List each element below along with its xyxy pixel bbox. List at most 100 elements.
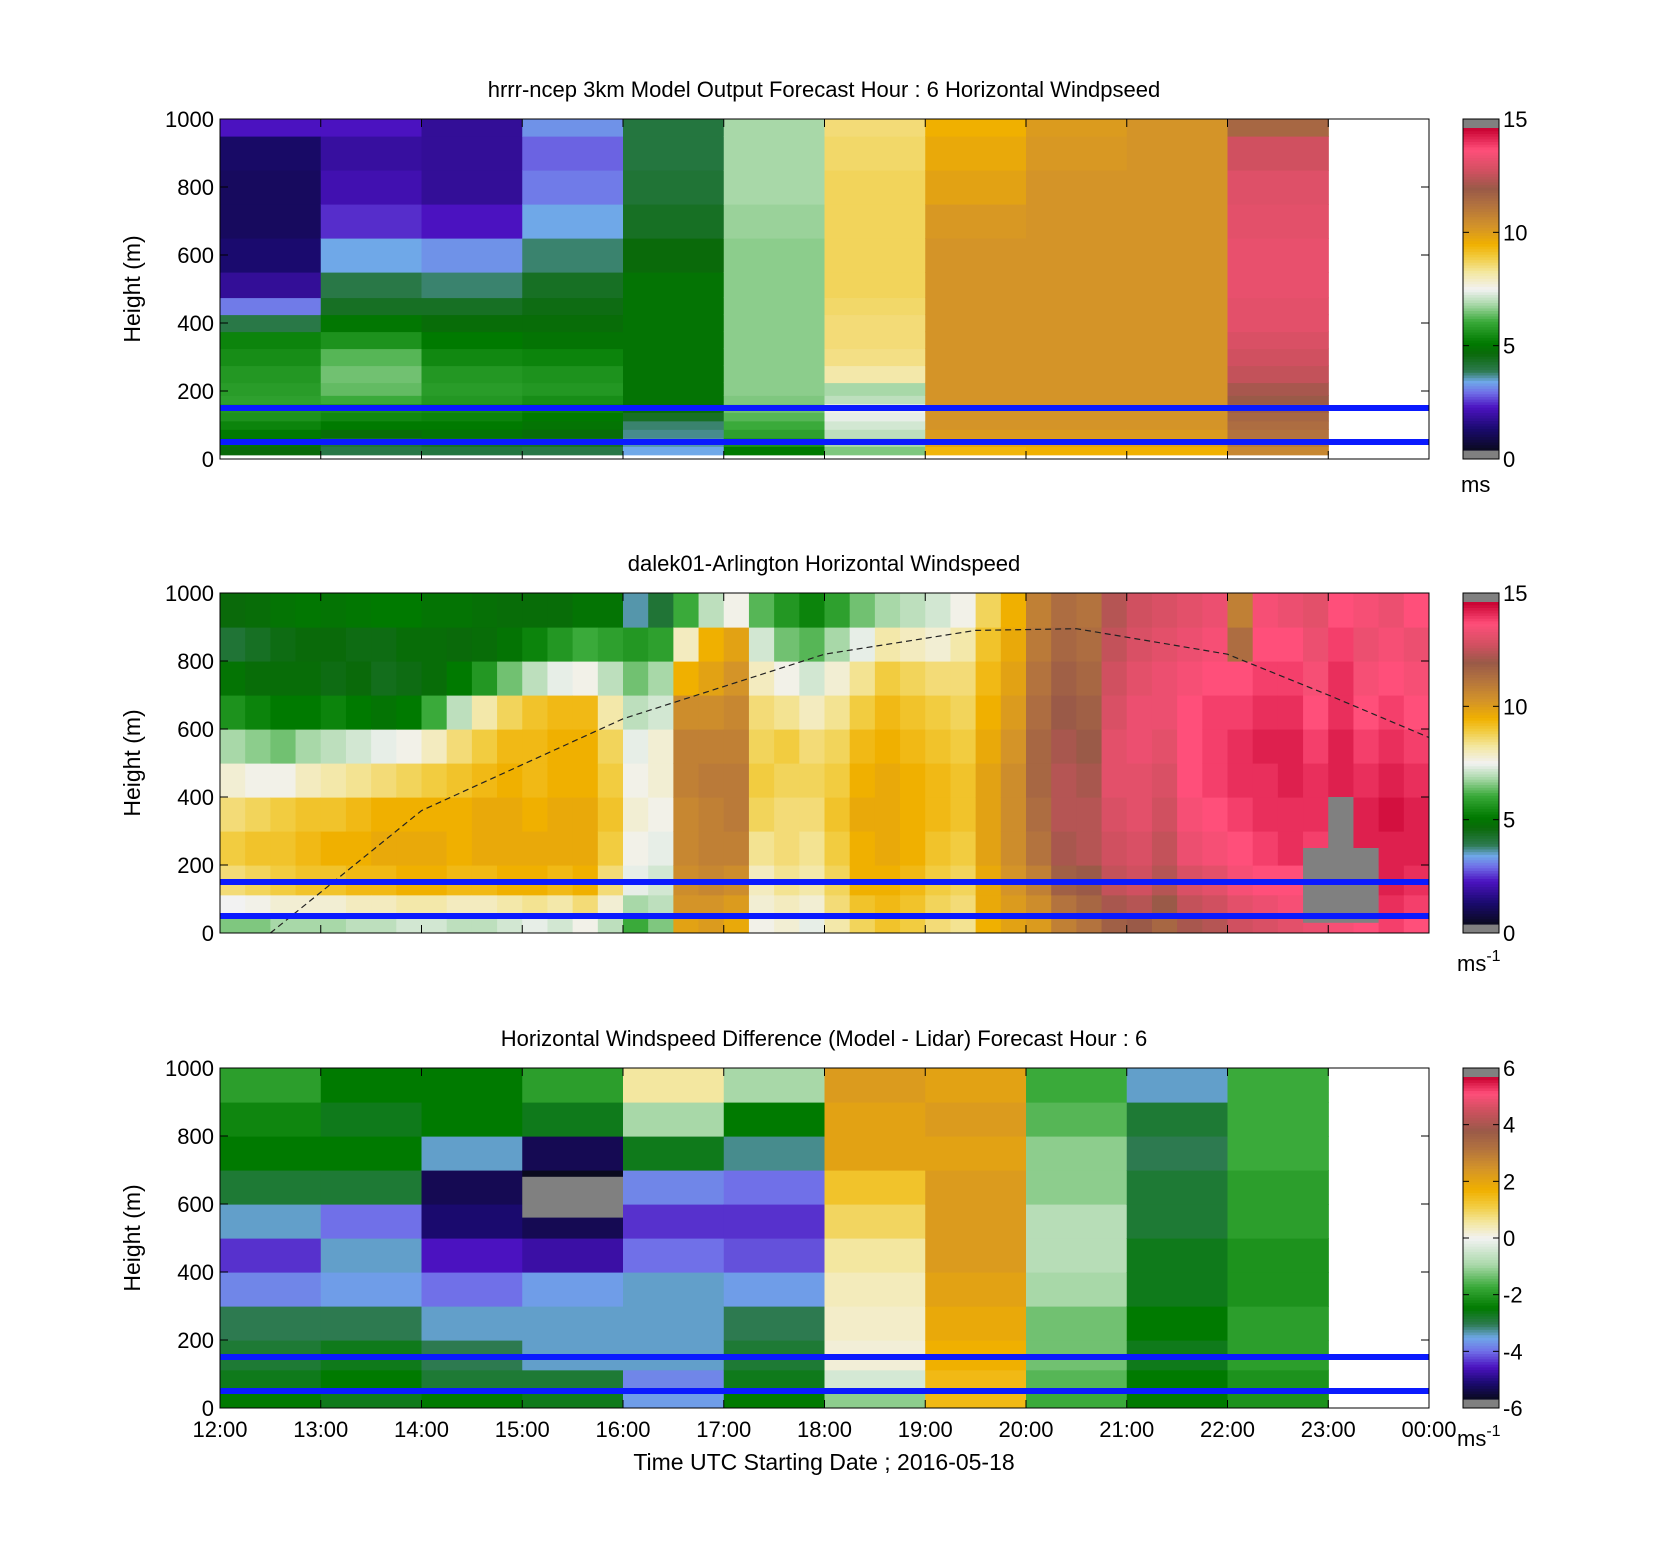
heatmap-cell	[774, 661, 800, 696]
colorbar-swatch	[1463, 1353, 1499, 1357]
panel-model-cells	[220, 119, 1329, 456]
heatmap-cell	[1202, 763, 1229, 798]
heatmap-cell	[220, 593, 246, 628]
colorbar-swatch	[1463, 133, 1499, 137]
heatmap-cell	[623, 429, 725, 439]
colorbar-swatch	[1463, 859, 1499, 863]
colorbar-swatch	[1463, 843, 1499, 847]
colorbar-swatch	[1463, 1157, 1499, 1161]
colorbar-swatch	[1463, 366, 1499, 371]
heatmap-cell	[1277, 729, 1304, 764]
colorbar-swatch	[1463, 886, 1499, 890]
heatmap-cell	[648, 797, 674, 832]
colorbar-swatch	[1463, 1240, 1499, 1244]
colorbar-swatch	[1463, 353, 1499, 357]
heatmap-cell	[1227, 1204, 1329, 1239]
heatmap-cell	[1202, 627, 1229, 662]
panel-lidar-cells	[220, 593, 1429, 933]
colorbar-swatch	[1463, 669, 1499, 673]
heatmap-cell	[925, 1306, 1027, 1341]
heatmap-cell	[471, 627, 498, 662]
heatmap-cell	[1126, 297, 1229, 316]
heatmap-cell	[623, 119, 725, 137]
colorbar-swatch	[1463, 1077, 1499, 1081]
colorbar-swatch	[1463, 313, 1499, 317]
heatmap-cell	[623, 382, 725, 396]
panel-lidar-overlay	[220, 628, 1430, 934]
colorbar-swatch	[1463, 216, 1499, 220]
colorbar-swatch	[1463, 808, 1499, 812]
heatmap-cell	[1126, 593, 1153, 628]
heatmap-cell	[1277, 695, 1304, 730]
x-tick-label: 16:00	[595, 1417, 650, 1442]
heatmap-cell	[522, 297, 624, 316]
colorbar-swatch	[1463, 1133, 1499, 1137]
colorbar-swatch	[1463, 423, 1499, 427]
heatmap-cell	[245, 894, 271, 917]
y-tick-label: 800	[177, 175, 214, 200]
heatmap-cell	[925, 119, 1027, 137]
heatmap-cell	[270, 763, 297, 798]
colorbar-swatch	[1463, 1334, 1499, 1338]
heatmap-cell	[572, 831, 599, 866]
heatmap-cell	[1227, 894, 1254, 917]
heatmap-cell	[547, 797, 574, 832]
heatmap-cell	[799, 627, 826, 662]
colorbar-swatch	[1463, 162, 1499, 167]
colorbar-swatch	[1463, 1093, 1499, 1097]
y-tick-label: 400	[177, 1260, 214, 1285]
colorbar-swatch	[1463, 899, 1499, 904]
heatmap-cell	[320, 729, 347, 764]
heatmap-cell	[1252, 894, 1279, 917]
heatmap-cell	[1026, 412, 1128, 422]
heatmap-cell	[446, 695, 473, 730]
colorbar-swatch	[1463, 1082, 1499, 1086]
heatmap-cell	[774, 695, 800, 730]
heatmap-cell	[623, 661, 649, 696]
heatmap-cell	[572, 729, 599, 764]
heatmap-cell	[1227, 1238, 1329, 1273]
heatmap-cell	[623, 170, 725, 205]
colorbar-swatch	[1463, 687, 1499, 692]
colorbar-swatch	[1463, 1254, 1499, 1258]
heatmap-cell	[220, 382, 322, 396]
heatmap-cell	[824, 1136, 926, 1171]
heatmap-cell	[698, 627, 725, 662]
boundary-layer-curve	[270, 628, 1430, 934]
colorbar-swatch	[1463, 154, 1499, 159]
heatmap-cell	[1026, 1369, 1128, 1392]
colorbar-swatch	[1463, 918, 1499, 922]
x-tick-label: 12:00	[192, 1417, 247, 1442]
colorbar-swatch	[1463, 832, 1499, 837]
heatmap-cell	[345, 797, 372, 832]
heatmap-cell	[925, 446, 1027, 456]
colorbar-swatch	[1463, 331, 1499, 336]
heatmap-cell	[774, 627, 800, 662]
colorbar-swatch	[1463, 682, 1499, 686]
heatmap-cell	[673, 593, 700, 628]
heatmap-cell	[723, 627, 750, 662]
colorbar-swatch	[1463, 1288, 1499, 1293]
colorbar-swatch	[1463, 1385, 1499, 1389]
heatmap-cell	[1303, 661, 1329, 696]
heatmap-cell	[421, 429, 523, 439]
heatmap-cell	[824, 831, 851, 866]
heatmap-cell	[421, 661, 448, 696]
heatmap-cell	[900, 797, 926, 832]
heatmap-cell	[320, 412, 423, 422]
heatmap-cell	[673, 916, 700, 933]
heatmap-cell	[220, 1272, 322, 1307]
heatmap-cell	[1227, 365, 1329, 384]
heatmap-cell	[1000, 797, 1027, 832]
colorbar-swatch	[1463, 208, 1499, 212]
colorbar-swatch	[1463, 1095, 1499, 1100]
heatmap-cell	[623, 1391, 725, 1408]
heatmap-cell	[1277, 627, 1304, 662]
heatmap-cell	[723, 661, 750, 696]
heatmap-cell	[572, 916, 599, 933]
y-tick-label: 200	[177, 1328, 214, 1353]
colorbar-swatch	[1463, 846, 1499, 850]
heatmap-cell	[975, 831, 1002, 866]
heatmap-cell	[1378, 593, 1405, 628]
colorbar-swatch	[1463, 1130, 1499, 1134]
